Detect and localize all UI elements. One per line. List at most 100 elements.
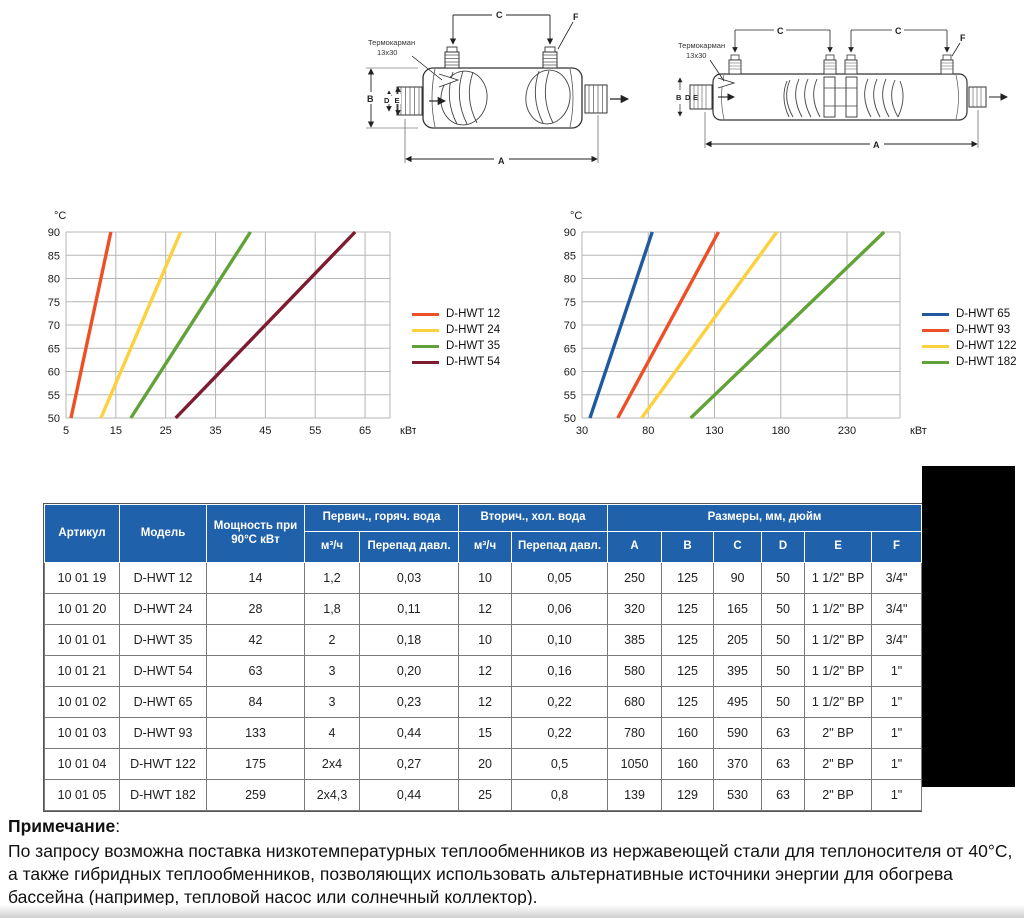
table-cell: 530: [713, 779, 763, 811]
table-cell: 3/4": [871, 562, 923, 594]
table-cell: 125: [661, 624, 715, 656]
y-tick-label: 90: [48, 227, 60, 239]
table-cell: 1,2: [304, 562, 360, 594]
legend-swatch: [412, 344, 439, 348]
table-cell: 2x4: [304, 748, 360, 780]
table-cell: 0,44: [358, 717, 460, 749]
y-tick-label: 50: [48, 413, 60, 425]
y-axis-unit-label: °C: [54, 210, 66, 222]
table-cell: 50: [761, 686, 806, 718]
legend-label: D-HWT 93: [956, 324, 1011, 336]
dim-label-a: A: [873, 140, 880, 150]
y-tick-label: 75: [48, 297, 60, 309]
top-connector: [823, 54, 837, 75]
table-cell: 0,06: [511, 593, 609, 625]
col-header-secondary-pressure: Перепад давл.: [511, 531, 609, 563]
table-cell: 50: [761, 593, 806, 625]
table-cell: 1 1/2" ВР: [804, 624, 873, 656]
table-row: 10 01 03 D-HWT 93 133 4 0,44 15 0,22 780 160 590 6…: [44, 717, 923, 749]
table-cell: 12: [458, 655, 513, 687]
top-connector: [844, 54, 858, 75]
table-cell: 3: [304, 686, 360, 718]
table-cell: 10 01 19: [44, 562, 120, 594]
x-tick-label: 5: [63, 425, 69, 437]
col-header-dim-c: C: [713, 531, 763, 563]
table-cell: 10 01 03: [44, 717, 120, 749]
table-cell: 0,03: [358, 562, 460, 594]
y-axis-unit-label: °C: [570, 210, 582, 222]
legend-label: D-HWT 65: [956, 308, 1011, 320]
legend-label: D-HWT 122: [956, 340, 1017, 352]
legend-small-models: D-HWT 12 D-HWT 24 D-HWT 35 D-HWT 54: [412, 306, 500, 370]
legend-swatch: [922, 312, 949, 316]
table-cell: 0,16: [511, 655, 609, 687]
table-cell: D-HWT 24: [119, 593, 207, 625]
table-cell: 0,10: [511, 624, 609, 656]
table-cell: 1 1/2" ВР: [804, 593, 873, 625]
table-cell: 84: [206, 686, 305, 718]
thermowell-label-1: Термокарман: [678, 41, 725, 50]
y-tick-label: 60: [564, 367, 576, 379]
redaction-box: [922, 466, 1015, 787]
table-cell: 63: [206, 655, 305, 687]
table-cell: 4: [304, 717, 360, 749]
legend-label: D-HWT 182: [956, 356, 1017, 368]
table-cell: 2" ВР: [804, 779, 873, 811]
table-cell: 370: [713, 748, 763, 780]
series-line-d-hwt-93: [616, 231, 720, 419]
legend-item: D-HWT 12: [412, 306, 500, 322]
dim-label-f: F: [960, 33, 966, 43]
note-section: Примечание: По запросу возможна поставка…: [8, 816, 1016, 909]
table-cell: 125: [661, 593, 715, 625]
exchanger-body: [712, 73, 968, 121]
series-line-d-hwt-182: [689, 230, 886, 420]
table-cell: 0,27: [358, 748, 460, 780]
table-cell: 205: [713, 624, 763, 656]
series-line-d-hwt-12: [69, 231, 113, 419]
table-cell: 50: [761, 655, 806, 687]
table-cell: 1 1/2" ВР: [804, 655, 873, 687]
x-tick-label: 15: [110, 425, 122, 437]
table-cell: 42: [206, 624, 305, 656]
note-text: По запросу возможна поставка низкотемпер…: [8, 841, 1013, 908]
x-tick-label: 45: [259, 425, 271, 437]
table-cell: 25: [458, 779, 513, 811]
y-tick-label: 65: [48, 343, 60, 355]
table-cell: 1": [871, 717, 923, 749]
table-cell: 385: [607, 624, 663, 656]
table-cell: 10 01 02: [44, 686, 120, 718]
col-header-model: Модель: [119, 504, 207, 563]
table-cell: 160: [661, 748, 715, 780]
heat-exchanger-diagram-double: C C F B D E A Термокарман 13x30: [668, 0, 1018, 170]
dim-label-c: C: [895, 26, 902, 36]
y-tick-label: 75: [564, 297, 576, 309]
table-cell: 250: [607, 562, 663, 594]
top-connector: [940, 54, 954, 75]
table-cell: 1,8: [304, 593, 360, 625]
legend-item: D-HWT 24: [412, 322, 500, 338]
table-cell: 2" ВР: [804, 717, 873, 749]
legend-swatch: [412, 312, 439, 316]
table-cell: 125: [661, 562, 715, 594]
table-cell: 0,20: [358, 655, 460, 687]
table-cell: 63: [761, 748, 806, 780]
x-tick-label: 35: [209, 425, 221, 437]
top-connector: [542, 46, 558, 69]
x-tick-label: 130: [705, 425, 723, 437]
inlet-pipe: [689, 84, 713, 110]
table-cell: 12: [458, 686, 513, 718]
dim-label-f: F: [573, 12, 579, 22]
table-row: 10 01 02 D-HWT 65 84 3 0,23 12 0,22 680 125 495 50…: [44, 686, 923, 718]
legend-item: D-HWT 182: [922, 354, 1017, 370]
table-cell: 175: [206, 748, 305, 780]
table-cell: 680: [607, 686, 663, 718]
table-cell: 14: [206, 562, 305, 594]
table-cell: 0,44: [358, 779, 460, 811]
legend-item: D-HWT 122: [922, 338, 1017, 354]
legend-label: D-HWT 12: [446, 308, 501, 320]
dim-label-a: A: [498, 156, 505, 166]
x-tick-label: 80: [642, 425, 654, 437]
table-cell: 3/4": [871, 593, 923, 625]
table-cell: 139: [607, 779, 663, 811]
